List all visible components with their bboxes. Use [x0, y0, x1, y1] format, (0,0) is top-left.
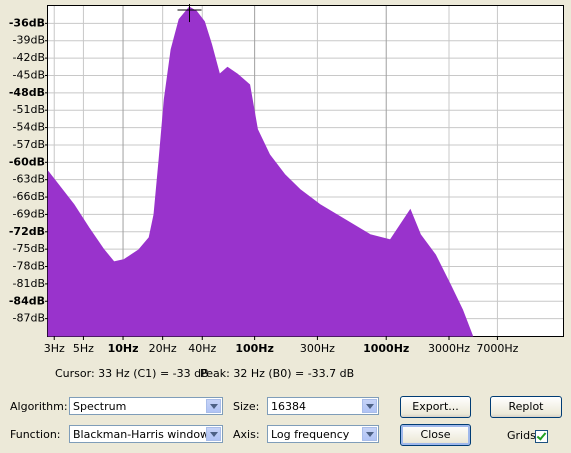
close-button[interactable]: Close — [400, 424, 471, 446]
y-tick-label: -36dB — [9, 16, 45, 29]
y-tick-label: -63dB — [13, 173, 46, 186]
size-value: 16384 — [271, 400, 306, 413]
marks — [47, 4, 474, 337]
y-tick-label: -42dB — [13, 51, 46, 64]
y-tick-label: -69dB — [13, 207, 46, 220]
y-tick-label: -39dB — [13, 34, 46, 47]
x-tick-label: 40Hz — [188, 342, 216, 355]
size-select[interactable]: 16384 — [267, 397, 379, 415]
y-tick-label: -51dB — [13, 103, 46, 116]
peak-readout: Peak: 32 Hz (B0) = -33.7 dB — [200, 367, 355, 380]
algorithm-select[interactable]: Spectrum — [69, 397, 223, 415]
x-tick-label: 5Hz — [73, 342, 94, 355]
export-button[interactable]: Export... — [400, 396, 471, 418]
x-tick-label: 100Hz — [235, 342, 274, 355]
spectrum-area — [47, 6, 474, 337]
cursor-readout: Cursor: 33 Hz (C1) = -33 dB — [55, 367, 209, 380]
y-tick-label: -81dB — [13, 277, 46, 290]
x-tick-label: 1000Hz — [363, 342, 409, 355]
dropdown-arrow — [362, 427, 377, 441]
x-tick-label: 20Hz — [149, 342, 177, 355]
y-tick-label: -78dB — [13, 260, 46, 273]
y-tick-label: -66dB — [13, 190, 46, 203]
axis-value: Log frequency — [271, 428, 350, 441]
grids-checkbox[interactable] — [535, 430, 548, 443]
y-tick-label: -60dB — [9, 155, 45, 168]
replot-button[interactable]: Replot — [490, 396, 562, 418]
axis-select[interactable]: Log frequency — [267, 425, 379, 443]
y-tick-label: -57dB — [13, 138, 46, 151]
y-tick-label: -87dB — [13, 312, 46, 325]
dropdown-arrow — [206, 427, 221, 441]
y-tick-label: -54dB — [13, 121, 46, 134]
grids-label: Grids — [507, 429, 536, 442]
x-tick-label: 7000Hz — [476, 342, 518, 355]
y-tick-label: -45dB — [13, 68, 46, 81]
x-tick-label: 300Hz — [300, 342, 335, 355]
y-tick-label: -75dB — [13, 242, 46, 255]
algorithm-label: Algorithm: — [10, 400, 68, 413]
y-tick-label: -84dB — [9, 294, 45, 307]
size-label: Size: — [233, 400, 260, 413]
spectrum-plot: -36dB -39dB -42dB -45dB -48dB -51dB -54dB -57dB… — [9, 4, 564, 355]
algorithm-value: Spectrum — [73, 400, 127, 413]
y-tick-label: -72dB — [9, 225, 45, 238]
function-select[interactable]: Blackman-Harris window — [69, 425, 223, 443]
dropdown-arrow — [206, 399, 221, 413]
axis-label: Axis: — [233, 428, 260, 441]
y-tick-label: -48dB — [9, 86, 45, 99]
function-label: Function: — [10, 428, 61, 441]
x-tick-label: 3Hz — [44, 342, 65, 355]
x-tick-label: 3000Hz — [428, 342, 470, 355]
function-value: Blackman-Harris window — [73, 428, 210, 441]
labels: -36dB -39dB -42dB -45dB -48dB -51dB -54dB -57dB… — [9, 16, 519, 355]
x-tick-label: 10Hz — [108, 342, 139, 355]
dropdown-arrow — [362, 399, 377, 413]
